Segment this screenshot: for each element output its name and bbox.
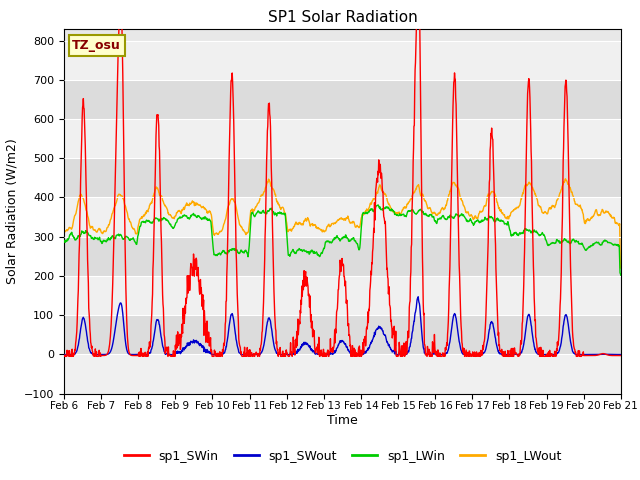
Bar xyxy=(64,119,621,158)
Bar xyxy=(64,158,621,197)
Bar xyxy=(64,80,621,119)
Bar xyxy=(64,197,621,237)
Bar xyxy=(64,41,621,80)
Bar xyxy=(64,315,621,354)
Title: SP1 Solar Radiation: SP1 Solar Radiation xyxy=(268,10,417,25)
Text: TZ_osu: TZ_osu xyxy=(72,39,121,52)
Y-axis label: Solar Radiation (W/m2): Solar Radiation (W/m2) xyxy=(5,138,19,284)
X-axis label: Time: Time xyxy=(327,414,358,427)
Legend: sp1_SWin, sp1_SWout, sp1_LWin, sp1_LWout: sp1_SWin, sp1_SWout, sp1_LWin, sp1_LWout xyxy=(118,444,566,468)
Bar xyxy=(64,237,621,276)
Bar xyxy=(64,354,621,394)
Bar xyxy=(64,276,621,315)
